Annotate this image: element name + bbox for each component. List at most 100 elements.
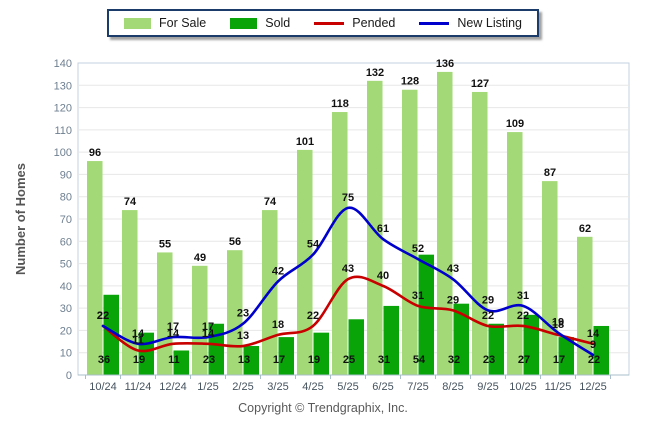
bar-sold: [523, 314, 539, 375]
chart-legend: For Sale Sold Pended New Listing: [106, 9, 540, 37]
new-listing-value-label: 22: [97, 310, 109, 322]
new-listing-value-label: 17: [202, 321, 214, 333]
x-tick-label: 8/25: [442, 381, 463, 393]
x-tick-label: 10/25: [509, 381, 537, 393]
for-sale-value-label: 128: [401, 76, 419, 88]
y-tick-label: 30: [60, 303, 72, 315]
new-listing-value-label: 52: [412, 243, 424, 255]
pended-value-label: 18: [552, 319, 564, 331]
sold-value-label: 31: [378, 354, 390, 366]
sold-value-label: 22: [588, 354, 600, 366]
x-tick-label: 3/25: [267, 381, 288, 393]
sold-value-label: 13: [238, 354, 250, 366]
y-axis-title: Number of Homes: [13, 163, 28, 275]
legend-label-new-listing: New Listing: [457, 16, 523, 30]
for-sale-value-label: 74: [264, 196, 277, 208]
new-listing-value-label: 19: [552, 317, 564, 329]
pended-value-label: 11: [132, 334, 144, 346]
pended-value-label: 29: [447, 294, 459, 306]
sold-value-label: 11: [168, 354, 180, 366]
x-tick-label: 2/25: [232, 381, 253, 393]
x-tick-label: 1/25: [197, 381, 218, 393]
bar-for-sale: [192, 265, 208, 375]
bar-for-sale: [87, 161, 103, 375]
new-listing-value-label: 29: [482, 294, 494, 306]
bar-sold: [243, 346, 259, 375]
x-tick-label: 10/24: [89, 381, 117, 393]
y-tick-label: 110: [54, 125, 72, 137]
pended-value-label: 14: [587, 328, 600, 340]
for-sale-value-label: 118: [331, 98, 349, 110]
sold-value-label: 19: [308, 354, 320, 366]
y-tick-label: 100: [54, 147, 72, 159]
new-listing-value-label: 31: [517, 290, 529, 302]
new-listing-value-label: 23: [237, 308, 249, 320]
x-tick-label: 7/25: [407, 381, 428, 393]
for-sale-value-label: 109: [506, 118, 524, 130]
x-tick-label: 4/25: [302, 381, 323, 393]
y-tick-label: 60: [60, 236, 72, 248]
sold-value-label: 32: [448, 354, 460, 366]
pended-value-label: 18: [272, 319, 284, 331]
pended-value-label: 22: [482, 310, 494, 322]
bar-sold: [348, 319, 364, 375]
legend-item-sold: Sold: [230, 16, 290, 30]
x-tick-label: 12/24: [159, 381, 187, 393]
for-sale-value-label: 62: [579, 223, 591, 235]
for-sale-value-label: 101: [296, 136, 314, 148]
legend-label-sold: Sold: [265, 16, 291, 30]
legend-item-new-listing: New Listing: [419, 16, 522, 30]
bar-for-sale: [332, 112, 348, 376]
bar-sold: [278, 337, 294, 375]
legend-item-pended: Pended: [314, 16, 395, 30]
bar-sold: [488, 323, 504, 375]
bar-for-sale: [122, 210, 138, 375]
new-listing-line: [101, 206, 595, 357]
bar-sold: [453, 303, 469, 375]
new-listing-value-label: 75: [342, 192, 354, 204]
sold-value-label: 25: [343, 354, 355, 366]
for-sale-value-label: 74: [124, 196, 137, 208]
for-sale-value-label: 87: [544, 167, 556, 179]
legend-item-for-sale: For Sale: [123, 16, 206, 30]
new-listing-value-label: 43: [447, 263, 459, 275]
pended-value-label: 22: [307, 310, 319, 322]
y-tick-label: 0: [66, 370, 72, 382]
new-listing-value-label: 9: [590, 339, 596, 351]
sold-value-label: 23: [483, 354, 495, 366]
new-listing-value-label: 17: [167, 321, 179, 333]
new-listing-value-label: 54: [307, 239, 320, 251]
y-tick-label: 10: [60, 348, 72, 360]
sold-value-label: 36: [98, 354, 110, 366]
sold-value-label: 27: [518, 354, 530, 366]
new-listing-value-label: 14: [132, 328, 145, 340]
pended-value-label: 14: [202, 328, 215, 340]
y-tick-label: 140: [54, 58, 72, 70]
pended-value-label: 31: [412, 290, 424, 302]
sold-value-label: 23: [203, 354, 215, 366]
bar-for-sale: [507, 132, 523, 375]
sold-value-label: 54: [413, 354, 426, 366]
bar-sold: [558, 337, 574, 375]
pended-value-label: 22: [517, 310, 529, 322]
for-sale-value-label: 49: [194, 252, 206, 264]
pended-value-label: 40: [377, 270, 389, 282]
sold-value-label: 17: [553, 354, 565, 366]
sold-value-label: 19: [133, 354, 145, 366]
y-tick-label: 80: [60, 192, 72, 204]
pended-value-label: 43: [342, 263, 354, 275]
new-listing-line-swatch-icon: [419, 21, 450, 25]
y-tick-label: 20: [60, 325, 72, 337]
pended-value-label: 22: [97, 310, 109, 322]
bar-sold: [418, 254, 434, 375]
x-tick-label: 9/25: [477, 381, 498, 393]
bar-sold: [593, 325, 609, 375]
bar-for-sale: [542, 181, 558, 375]
pended-line: [101, 275, 595, 353]
bar-for-sale: [402, 89, 418, 375]
y-tick-label: 120: [54, 103, 72, 115]
for-sale-value-label: 55: [159, 238, 171, 250]
sold-value-label: 17: [273, 354, 285, 366]
pended-value-label: 13: [237, 330, 249, 342]
